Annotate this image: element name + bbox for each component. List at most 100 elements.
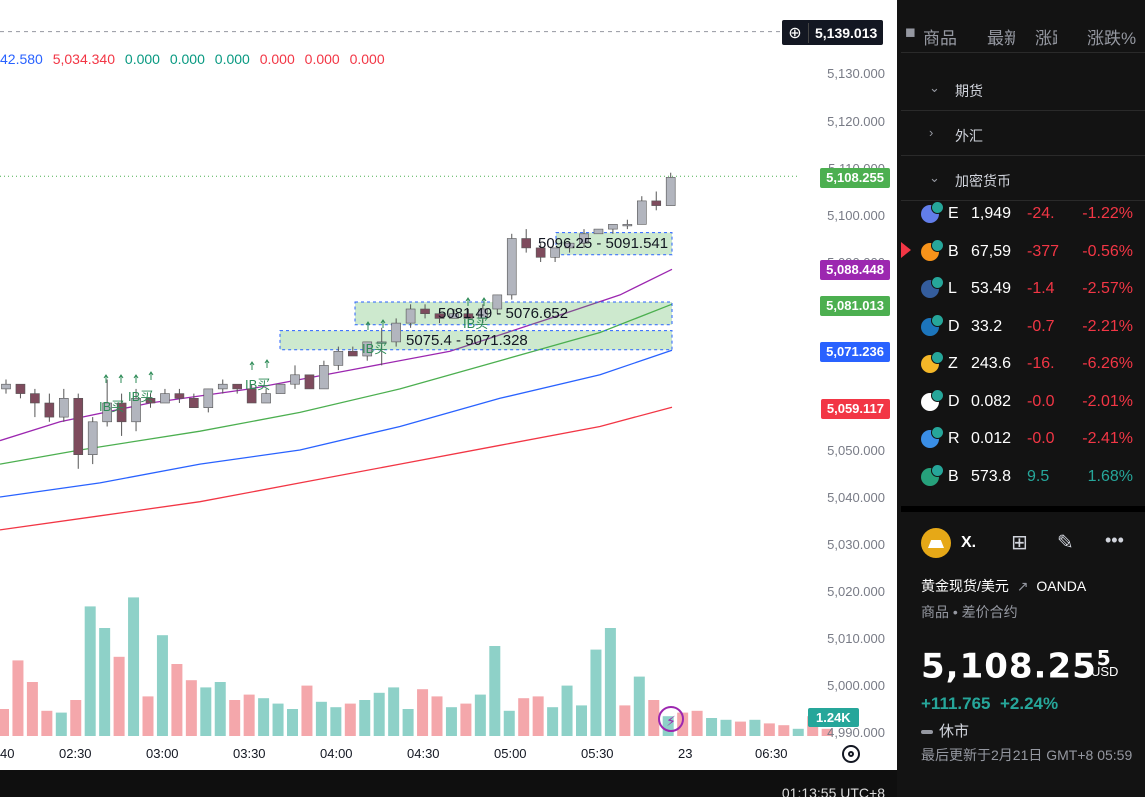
candle-body — [478, 308, 488, 319]
row-change-pct: -6.26% — [1082, 355, 1133, 372]
candle-body — [87, 421, 98, 455]
price-tick: 5,030.000 — [827, 537, 885, 552]
volume-bar — [156, 635, 168, 736]
row-last-price: 67,59 — [971, 242, 1011, 260]
chart-pane[interactable]: 42.580 5,034.340 0.000 0.000 0.000 0.000… — [0, 0, 897, 797]
detail-name: 黄金现货/美元 ↗ OANDA — [921, 576, 1086, 596]
volume-bar — [55, 712, 67, 736]
more-icon[interactable]: ••• — [1105, 530, 1124, 550]
market-status: 休市 — [921, 720, 969, 741]
row-symbol: B — [948, 242, 959, 260]
group-futures[interactable]: ⌄ 期货 — [901, 66, 1145, 111]
change-abs: +111.765 — [921, 694, 991, 713]
column-symbol[interactable]: 商品 — [923, 29, 957, 48]
ib-arrow-head — [133, 374, 139, 379]
layout-grid-icon[interactable]: ⊞ — [1011, 532, 1028, 554]
row-symbol: E — [948, 205, 959, 222]
watchlist-row[interactable]: R 0.012 -0.0 -2.41% — [901, 421, 1145, 458]
symbol-detail: X. ⊞ ✎ ••• 黄金现货/美元 ↗ OANDA 商品 • 差价合约 5,1… — [901, 506, 1145, 797]
candle-body — [521, 238, 532, 249]
watchlist-row[interactable]: E 1,949 -24. -1.22% — [901, 196, 1145, 233]
clock[interactable]: 01:13:55 UTC+8 — [781, 785, 885, 797]
volume-bar — [576, 705, 587, 736]
indicator-value: 0.000 — [214, 51, 250, 67]
candle-body — [189, 397, 199, 408]
group-crypto[interactable]: ⌄ 加密货币 — [901, 156, 1145, 201]
row-change-pct: -2.57% — [1082, 280, 1133, 297]
candle-body — [304, 374, 315, 390]
volume-bar — [388, 687, 400, 736]
ma-line-blue — [0, 349, 673, 498]
volume-bar — [489, 646, 501, 736]
zone-label: 5075.4 - 5071.328 — [406, 332, 528, 349]
row-change-pct: -2.41% — [1082, 430, 1133, 447]
candle-body — [376, 341, 387, 344]
candle-body — [463, 313, 474, 319]
edit-icon[interactable]: ✎ — [1057, 532, 1074, 554]
time-axis[interactable]: 40 02:30 03:00 03:30 04:00 04:30 05:00 0… — [0, 740, 897, 770]
volume-bar — [214, 682, 226, 736]
volume-bar — [749, 719, 761, 736]
column-last[interactable]: 最新 — [987, 29, 1015, 48]
settings-icon[interactable] — [842, 745, 860, 763]
price-tick: 5,000.000 — [827, 678, 885, 693]
volume-bar — [344, 703, 356, 736]
candle-body — [579, 233, 589, 244]
volume-bar — [590, 649, 602, 736]
time-label: 06:30 — [755, 746, 788, 761]
ib-buy-label: IB买 — [362, 341, 388, 356]
flag-icon[interactable]: ◼ — [905, 24, 916, 39]
flag-icon[interactable] — [901, 241, 911, 258]
lightning-icon[interactable]: ⚡ — [658, 706, 684, 732]
volume-bar — [128, 597, 140, 736]
column-change[interactable]: 涨跌 — [1035, 29, 1057, 48]
watchlist-row[interactable]: Z 243.6 -16. -6.26% — [901, 346, 1145, 383]
watchlist-row[interactable]: B 67,59 -377 -0.56% — [901, 234, 1145, 271]
detail-name-text: 黄金现货/美元 — [921, 578, 1009, 594]
chart-canvas[interactable] — [0, 0, 897, 770]
add-alert-icon[interactable]: ⊕ — [782, 22, 809, 43]
watchlist-row[interactable]: D 33.2 -0.7 -2.21% — [901, 309, 1145, 346]
watchlist-row[interactable]: B 573.8 9.5 1.68% — [901, 459, 1145, 496]
row-symbol: D — [948, 392, 960, 410]
volume-bar — [503, 710, 515, 736]
candle-body — [506, 238, 517, 296]
candle-body — [492, 294, 503, 310]
price-tag-ma: 5,081.013 — [820, 296, 890, 316]
column-change-pct[interactable]: 涨跌% — [1087, 29, 1137, 48]
volume-bar — [648, 700, 660, 736]
volume-bar — [763, 723, 775, 736]
volume-bar — [171, 664, 183, 736]
price-tag-ma: 5,071.236 — [820, 342, 890, 362]
volume-bar — [561, 685, 573, 736]
row-symbol: R — [948, 430, 960, 447]
watchlist-row[interactable]: L 53.49 -1.4 -2.57% — [901, 271, 1145, 308]
candle-body — [405, 308, 416, 324]
time-label: 04:00 — [320, 746, 353, 761]
volume-bar — [720, 719, 732, 736]
candle-body — [203, 388, 214, 408]
volume-bar — [402, 709, 414, 736]
volume-bar — [633, 676, 645, 736]
last-updated: 最后更新于2月21日 GMT+8 05:59 — [921, 747, 1133, 763]
indicator-value: 42.580 — [0, 51, 43, 67]
detail-symbol[interactable]: X. — [961, 534, 977, 551]
crosshair-price-tag[interactable]: ⊕ 5,139.013 — [782, 20, 884, 45]
candle-body — [608, 224, 618, 230]
crosshair-price: 5,139.013 — [815, 24, 878, 41]
volume-bar — [532, 696, 544, 736]
volume-bar — [431, 696, 443, 736]
volume-bar — [70, 700, 82, 736]
zone-label: 5081.49 - 5076.652 — [438, 305, 569, 322]
candle-body — [30, 393, 40, 404]
volume-bar — [330, 707, 342, 736]
external-link-icon[interactable]: ↗ — [1016, 578, 1029, 594]
candle-body — [116, 402, 127, 423]
group-forex[interactable]: › 外汇 — [901, 111, 1145, 156]
ib-arrow-head — [249, 361, 255, 366]
detail-exchange[interactable]: OANDA — [1036, 578, 1087, 594]
row-change: -0.7 — [1027, 317, 1055, 335]
exchange-badge-icon — [931, 388, 944, 402]
watchlist-row[interactable]: D 0.082 -0.0 -2.01% — [901, 384, 1145, 421]
price-axis[interactable]: 5,130.000 5,120.000 5,110.000 5,100.000 … — [800, 0, 897, 740]
